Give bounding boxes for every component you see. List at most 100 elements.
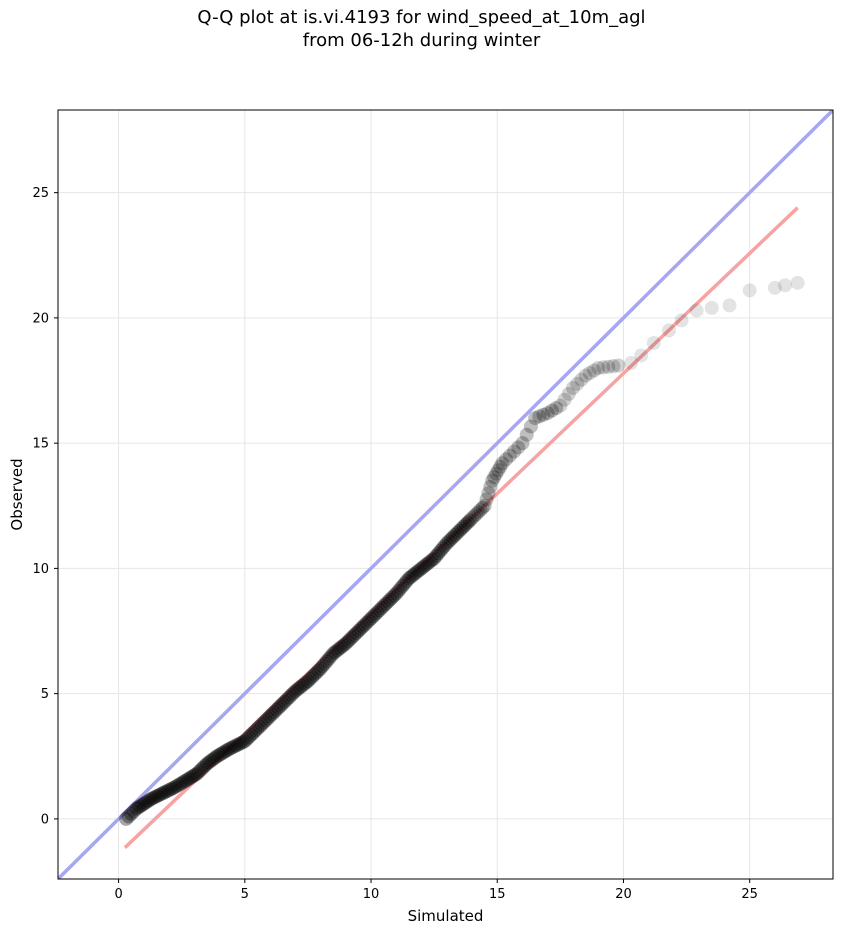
qq-point	[452, 523, 467, 538]
qq-point	[136, 796, 151, 811]
qq-point	[142, 793, 157, 808]
y-tick-label: 15	[32, 437, 49, 452]
qq-point	[790, 275, 805, 290]
qq-point	[406, 568, 421, 583]
qq-point	[254, 717, 269, 732]
qq-point	[487, 470, 502, 485]
qq-point	[292, 680, 307, 695]
qq-point	[549, 401, 564, 416]
qq-point	[382, 592, 397, 607]
qq-point	[448, 527, 463, 542]
qq-point	[290, 682, 305, 697]
qq-point	[368, 607, 383, 622]
qq-point	[425, 553, 440, 568]
qq-point	[515, 436, 530, 451]
qq-point	[491, 463, 506, 478]
qq-point	[467, 509, 482, 524]
qq-point	[528, 411, 543, 426]
qq-point	[471, 505, 486, 520]
qq-point	[167, 780, 182, 795]
qq-point	[328, 644, 343, 659]
qq-point	[420, 556, 435, 571]
qq-point	[433, 543, 448, 558]
qq-point	[133, 799, 148, 814]
qq-point	[493, 459, 508, 474]
reference-lines	[58, 110, 833, 879]
qq-point	[441, 534, 456, 549]
qq-point	[148, 789, 163, 804]
qq-point	[591, 361, 606, 376]
qq-point	[265, 707, 280, 722]
qq-point	[203, 753, 218, 768]
qq-point	[372, 603, 387, 618]
qq-point	[195, 760, 210, 775]
qq-point	[169, 779, 184, 794]
qq-point	[689, 303, 704, 318]
qq-point	[477, 498, 492, 513]
qq-point	[391, 583, 406, 598]
qq-point	[326, 646, 341, 661]
qq-point	[483, 479, 498, 494]
qq-point	[336, 638, 351, 653]
qq-point	[273, 698, 288, 713]
qq-point	[237, 734, 252, 749]
qq-point	[235, 735, 250, 750]
qq-point	[536, 407, 551, 422]
qq-point	[154, 786, 169, 801]
qq-point	[313, 661, 328, 676]
qq-point	[495, 456, 510, 471]
y-tick-label: 10	[32, 562, 49, 577]
qq-point	[439, 536, 454, 551]
x-axis-label: Simulated	[408, 907, 484, 925]
qq-point	[239, 732, 254, 747]
y-tick-label: 25	[32, 186, 49, 201]
qq-point	[317, 656, 332, 671]
qq-point	[416, 559, 431, 574]
qq-point	[173, 776, 188, 791]
qq-point	[395, 578, 410, 593]
qq-point	[191, 764, 206, 779]
x-tick-label: 25	[741, 887, 758, 902]
qq-point	[347, 628, 362, 643]
qq-point	[519, 427, 534, 442]
qq-point	[162, 782, 177, 797]
x-tick-label: 15	[489, 887, 506, 902]
qq-point	[311, 663, 326, 678]
qq-point	[222, 741, 237, 756]
qq-point	[374, 601, 389, 616]
qq-point	[185, 769, 200, 784]
qq-point	[277, 694, 292, 709]
qq-point	[456, 519, 471, 534]
qq-point	[248, 723, 263, 738]
qq-point	[742, 283, 757, 298]
qq-point	[288, 684, 303, 699]
qq-point	[489, 466, 504, 481]
qq-point	[499, 452, 514, 467]
qq-point	[361, 613, 376, 628]
qq-point	[624, 355, 639, 370]
qq-point	[460, 515, 475, 530]
qq-point	[443, 532, 458, 547]
chart-title-block: Q-Q plot at is.vi.4193 for wind_speed_at…	[0, 6, 843, 52]
qq-point	[126, 804, 141, 819]
qq-point	[231, 737, 246, 752]
qq-point	[399, 573, 414, 588]
qq-point	[364, 611, 379, 626]
qq-point	[378, 596, 393, 611]
chart-subtitle: from 06-12h during winter	[302, 30, 541, 51]
qq-point	[340, 634, 355, 649]
qq-point	[138, 795, 153, 810]
qq-point	[570, 376, 585, 391]
qq-point	[479, 492, 494, 507]
qq-point	[557, 392, 572, 407]
y-tick-label: 20	[32, 311, 49, 326]
qq-point	[427, 551, 442, 566]
qq-point	[242, 730, 257, 745]
qq-point	[201, 755, 216, 770]
qq-point	[410, 564, 425, 579]
x-tick-label: 10	[363, 887, 380, 902]
qq-point	[309, 665, 324, 680]
qq-point	[473, 502, 488, 517]
qq-point	[767, 280, 782, 295]
qq-point	[332, 641, 347, 656]
